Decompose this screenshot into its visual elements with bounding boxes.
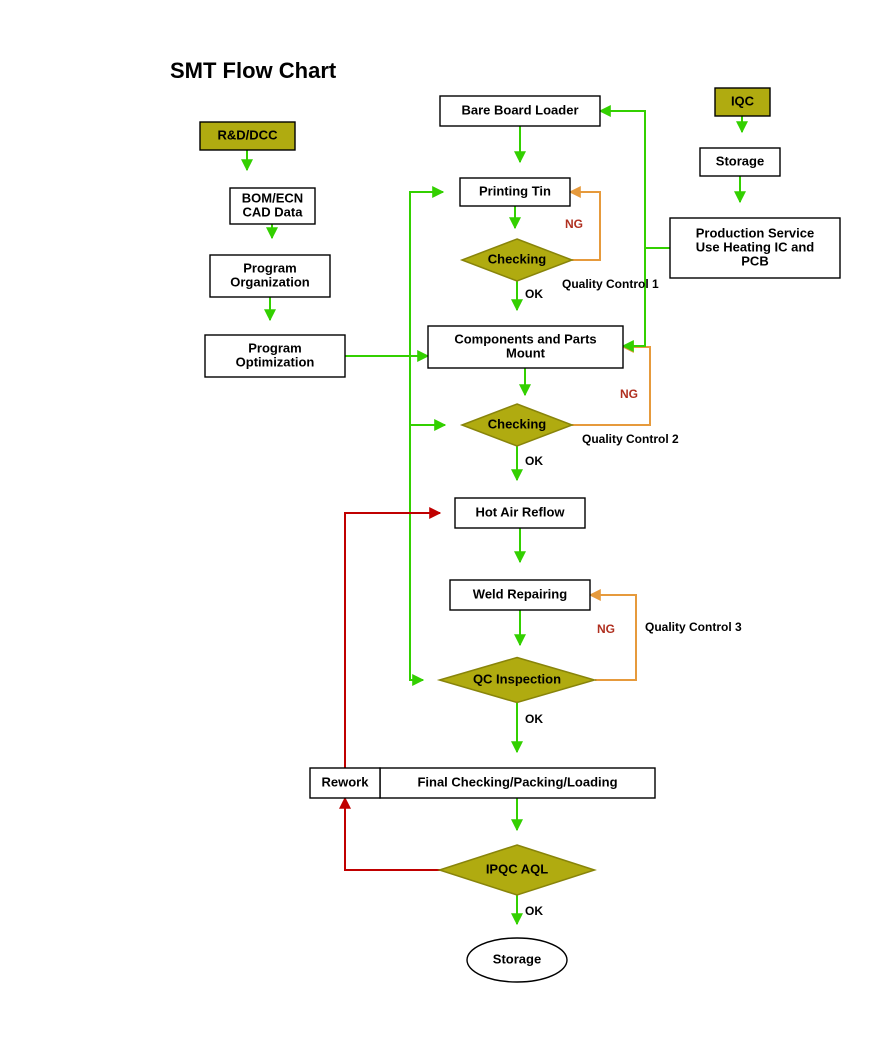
edge-label-7: Quality Control 3 [645,620,742,634]
svg-text:Storage: Storage [493,951,541,966]
edge-label-3: NG [620,387,638,401]
svg-text:CAD Data: CAD Data [243,204,304,219]
edge-iqc4 [623,248,645,346]
smt-flowchart: SMT Flow Chart R&D/DCC BOM/ECNCAD Data Prog… [0,0,886,1051]
svg-text:Rework: Rework [322,774,370,789]
edge-label-9: OK [525,904,543,918]
svg-text:Printing Tin: Printing Tin [479,183,551,198]
edge-label-2: OK [525,287,543,301]
edge-label-6: NG [597,622,615,636]
svg-text:Checking: Checking [488,416,547,431]
svg-text:Use Heating IC and: Use Heating IC and [696,239,815,254]
edge-labels: NG Quality Control 1 OK NG Quality Control 2… [525,217,742,918]
svg-text:Program: Program [243,260,296,275]
edge-iqc3 [600,111,670,248]
svg-text:QC Inspection: QC Inspection [473,671,561,686]
svg-text:Optimization: Optimization [236,354,315,369]
svg-text:Hot Air Reflow: Hot Air Reflow [475,504,565,519]
svg-text:Organization: Organization [230,274,310,289]
edge-label-1: Quality Control 1 [562,277,659,291]
edge-label-8: OK [525,712,543,726]
svg-text:Components and Parts: Components and Parts [454,331,596,346]
svg-text:Weld Repairing: Weld Repairing [473,586,567,601]
svg-text:Bare Board Loader: Bare Board Loader [461,102,578,117]
edge-label-4: Quality Control 2 [582,432,679,446]
edge-ng3 [590,595,636,680]
svg-text:IPQC AQL: IPQC AQL [486,861,548,876]
edge-e4e [410,425,423,680]
svg-text:Program: Program [248,340,301,355]
svg-text:Storage: Storage [716,153,764,168]
svg-text:Production Service: Production Service [696,225,814,240]
svg-text:PCB: PCB [741,253,768,268]
svg-text:BOM/ECN: BOM/ECN [242,190,303,205]
svg-text:Mount: Mount [506,345,546,360]
svg-text:Final Checking/Packing/Loading: Final Checking/Packing/Loading [417,774,617,789]
svg-text:Checking: Checking [488,251,547,266]
edge-rw1 [345,798,440,870]
edge-rw2 [345,513,440,768]
edge-label-5: OK [525,454,543,468]
svg-text:R&D/DCC: R&D/DCC [218,127,279,142]
svg-text:IQC: IQC [731,93,755,108]
chart-title: SMT Flow Chart [170,58,337,83]
edge-label-0: NG [565,217,583,231]
